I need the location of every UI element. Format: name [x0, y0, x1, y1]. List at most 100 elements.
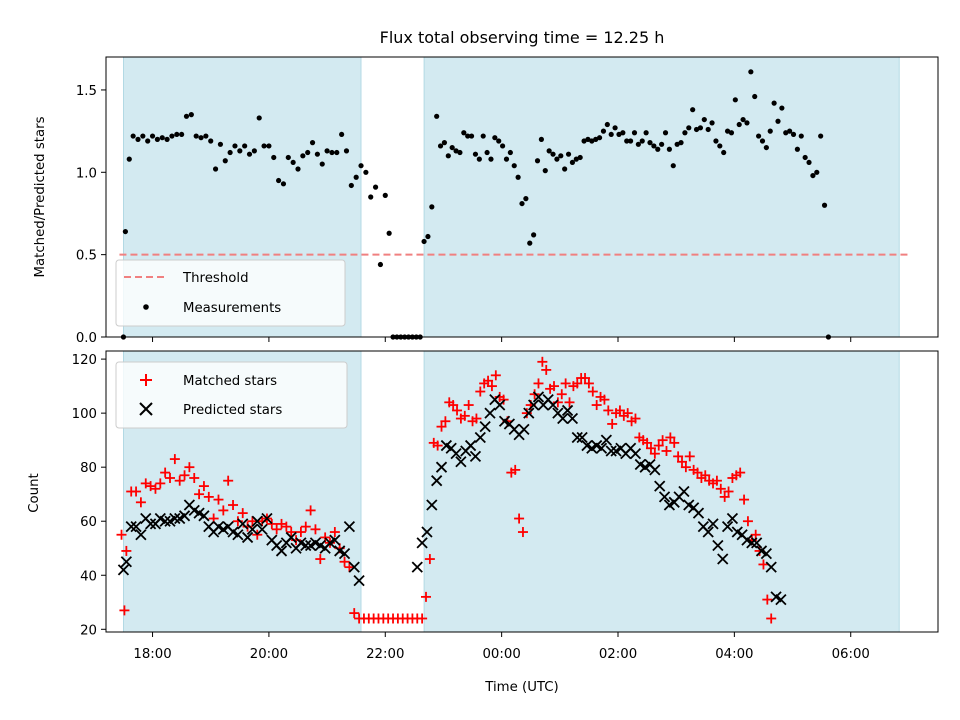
- matched-star-point: [607, 418, 618, 429]
- measurement-point: [130, 133, 136, 139]
- measurement-point: [705, 126, 711, 133]
- legend-matched-swatch: [140, 374, 152, 386]
- measurement-point: [434, 113, 440, 119]
- y-tick-label: 80: [80, 461, 97, 476]
- measurement-point: [581, 138, 587, 144]
- measurement-point: [164, 136, 170, 142]
- predicted-star-point: [159, 515, 171, 527]
- measurement-point: [319, 161, 325, 167]
- measurement-point: [256, 115, 262, 121]
- predicted-star-point: [692, 507, 705, 519]
- ratio-y-axis-label: Matched/Predicted stars: [33, 116, 48, 277]
- measurement-point: [445, 153, 451, 159]
- measurement-point: [421, 238, 427, 245]
- ratio-panel: 0.0 0.5 1.0 1.5 Matched/Predicted stars Thr…: [33, 56, 939, 346]
- measurement-point: [740, 116, 746, 123]
- matched-star-point: [486, 381, 497, 392]
- measurement-point: [724, 128, 731, 134]
- matched-star-point: [295, 527, 306, 538]
- measurement-point: [604, 121, 610, 128]
- measurement-point: [329, 149, 335, 156]
- measurement-point: [449, 144, 455, 151]
- matched-star-point: [155, 478, 166, 489]
- measurement-point: [818, 133, 824, 139]
- predicted-star-point: [474, 431, 486, 444]
- measurement-point: [612, 125, 618, 131]
- matched-star-point: [194, 489, 205, 500]
- matched-star-point: [580, 373, 591, 384]
- measurement-point: [425, 233, 431, 240]
- measurement-point: [251, 148, 257, 154]
- measurement-point: [752, 93, 758, 100]
- measurement-point: [183, 113, 190, 119]
- measurement-point: [550, 151, 556, 157]
- measurement-point: [701, 116, 707, 123]
- measurement-point: [276, 177, 282, 184]
- matched-star-point: [286, 527, 297, 538]
- matched-star-point: [661, 445, 672, 456]
- measurement-point: [500, 143, 506, 149]
- matched-star-point: [622, 408, 633, 419]
- measurement-point: [441, 140, 448, 146]
- measurement-point: [775, 118, 781, 124]
- matched-star-point: [179, 470, 190, 481]
- predicted-star-point: [338, 548, 351, 560]
- measurement-point: [309, 140, 316, 146]
- predicted-star-point: [547, 399, 559, 411]
- matched-star-point: [490, 370, 501, 381]
- measurement-point: [810, 172, 816, 179]
- predicted-star-point: [426, 499, 438, 511]
- predicted-star-point: [251, 515, 263, 527]
- measurement-point: [468, 133, 475, 139]
- observing-window-1: [423, 350, 900, 633]
- matched-star-point: [169, 454, 180, 465]
- measurement-point: [193, 133, 199, 139]
- matched-star-point: [677, 456, 687, 467]
- matched-star-point: [630, 413, 641, 424]
- count-plot-frame: [105, 350, 939, 633]
- matched-star-point: [424, 554, 435, 565]
- measurement-point: [237, 148, 243, 154]
- y-tick-label: 1.0: [76, 166, 97, 181]
- count-y-axis-label: Count: [27, 473, 42, 513]
- predicted-star-point: [760, 548, 773, 560]
- matched-star-point: [165, 472, 175, 483]
- predicted-star-point: [435, 461, 448, 473]
- measurement-point: [363, 169, 369, 175]
- count-legend-box: [115, 361, 348, 429]
- predicted-star-point: [649, 464, 661, 476]
- predicted-star-point: [232, 529, 244, 541]
- measurement-point: [169, 133, 175, 139]
- matched-star-point: [329, 527, 340, 538]
- y-tick-label: 0.0: [76, 331, 97, 346]
- measurement-point: [794, 146, 800, 152]
- measurement-point: [565, 151, 572, 157]
- measurement-point: [693, 126, 700, 133]
- measurement-point: [631, 130, 638, 136]
- predicted-star-point: [246, 523, 259, 535]
- measurement-point: [736, 121, 742, 128]
- measurement-point: [783, 130, 789, 136]
- matched-star-point: [556, 389, 567, 400]
- matched-star-point: [483, 375, 494, 386]
- predicted-star-point: [431, 475, 443, 487]
- matched-star-point: [252, 529, 263, 540]
- matched-star-point: [680, 462, 691, 473]
- matched-star-point: [349, 608, 360, 619]
- matched-star-point: [587, 386, 598, 397]
- predicted-star-point: [275, 545, 288, 557]
- matched-star-point: [198, 481, 209, 492]
- measurement-point: [814, 169, 820, 175]
- measurement-point: [480, 133, 486, 139]
- measurement-point: [377, 261, 384, 268]
- predicted-star-point: [411, 561, 423, 573]
- measurement-point: [472, 151, 479, 157]
- count-x-ticks: 18:00 20:00 22:00 00:00 02:00 04:00 06:00: [133, 632, 870, 662]
- measurement-point: [217, 141, 224, 147]
- matched-star-point: [266, 518, 277, 529]
- measurement-point: [635, 141, 641, 147]
- measurement-point: [227, 149, 233, 156]
- measurement-point: [324, 148, 330, 154]
- predicted-star-point: [125, 520, 137, 533]
